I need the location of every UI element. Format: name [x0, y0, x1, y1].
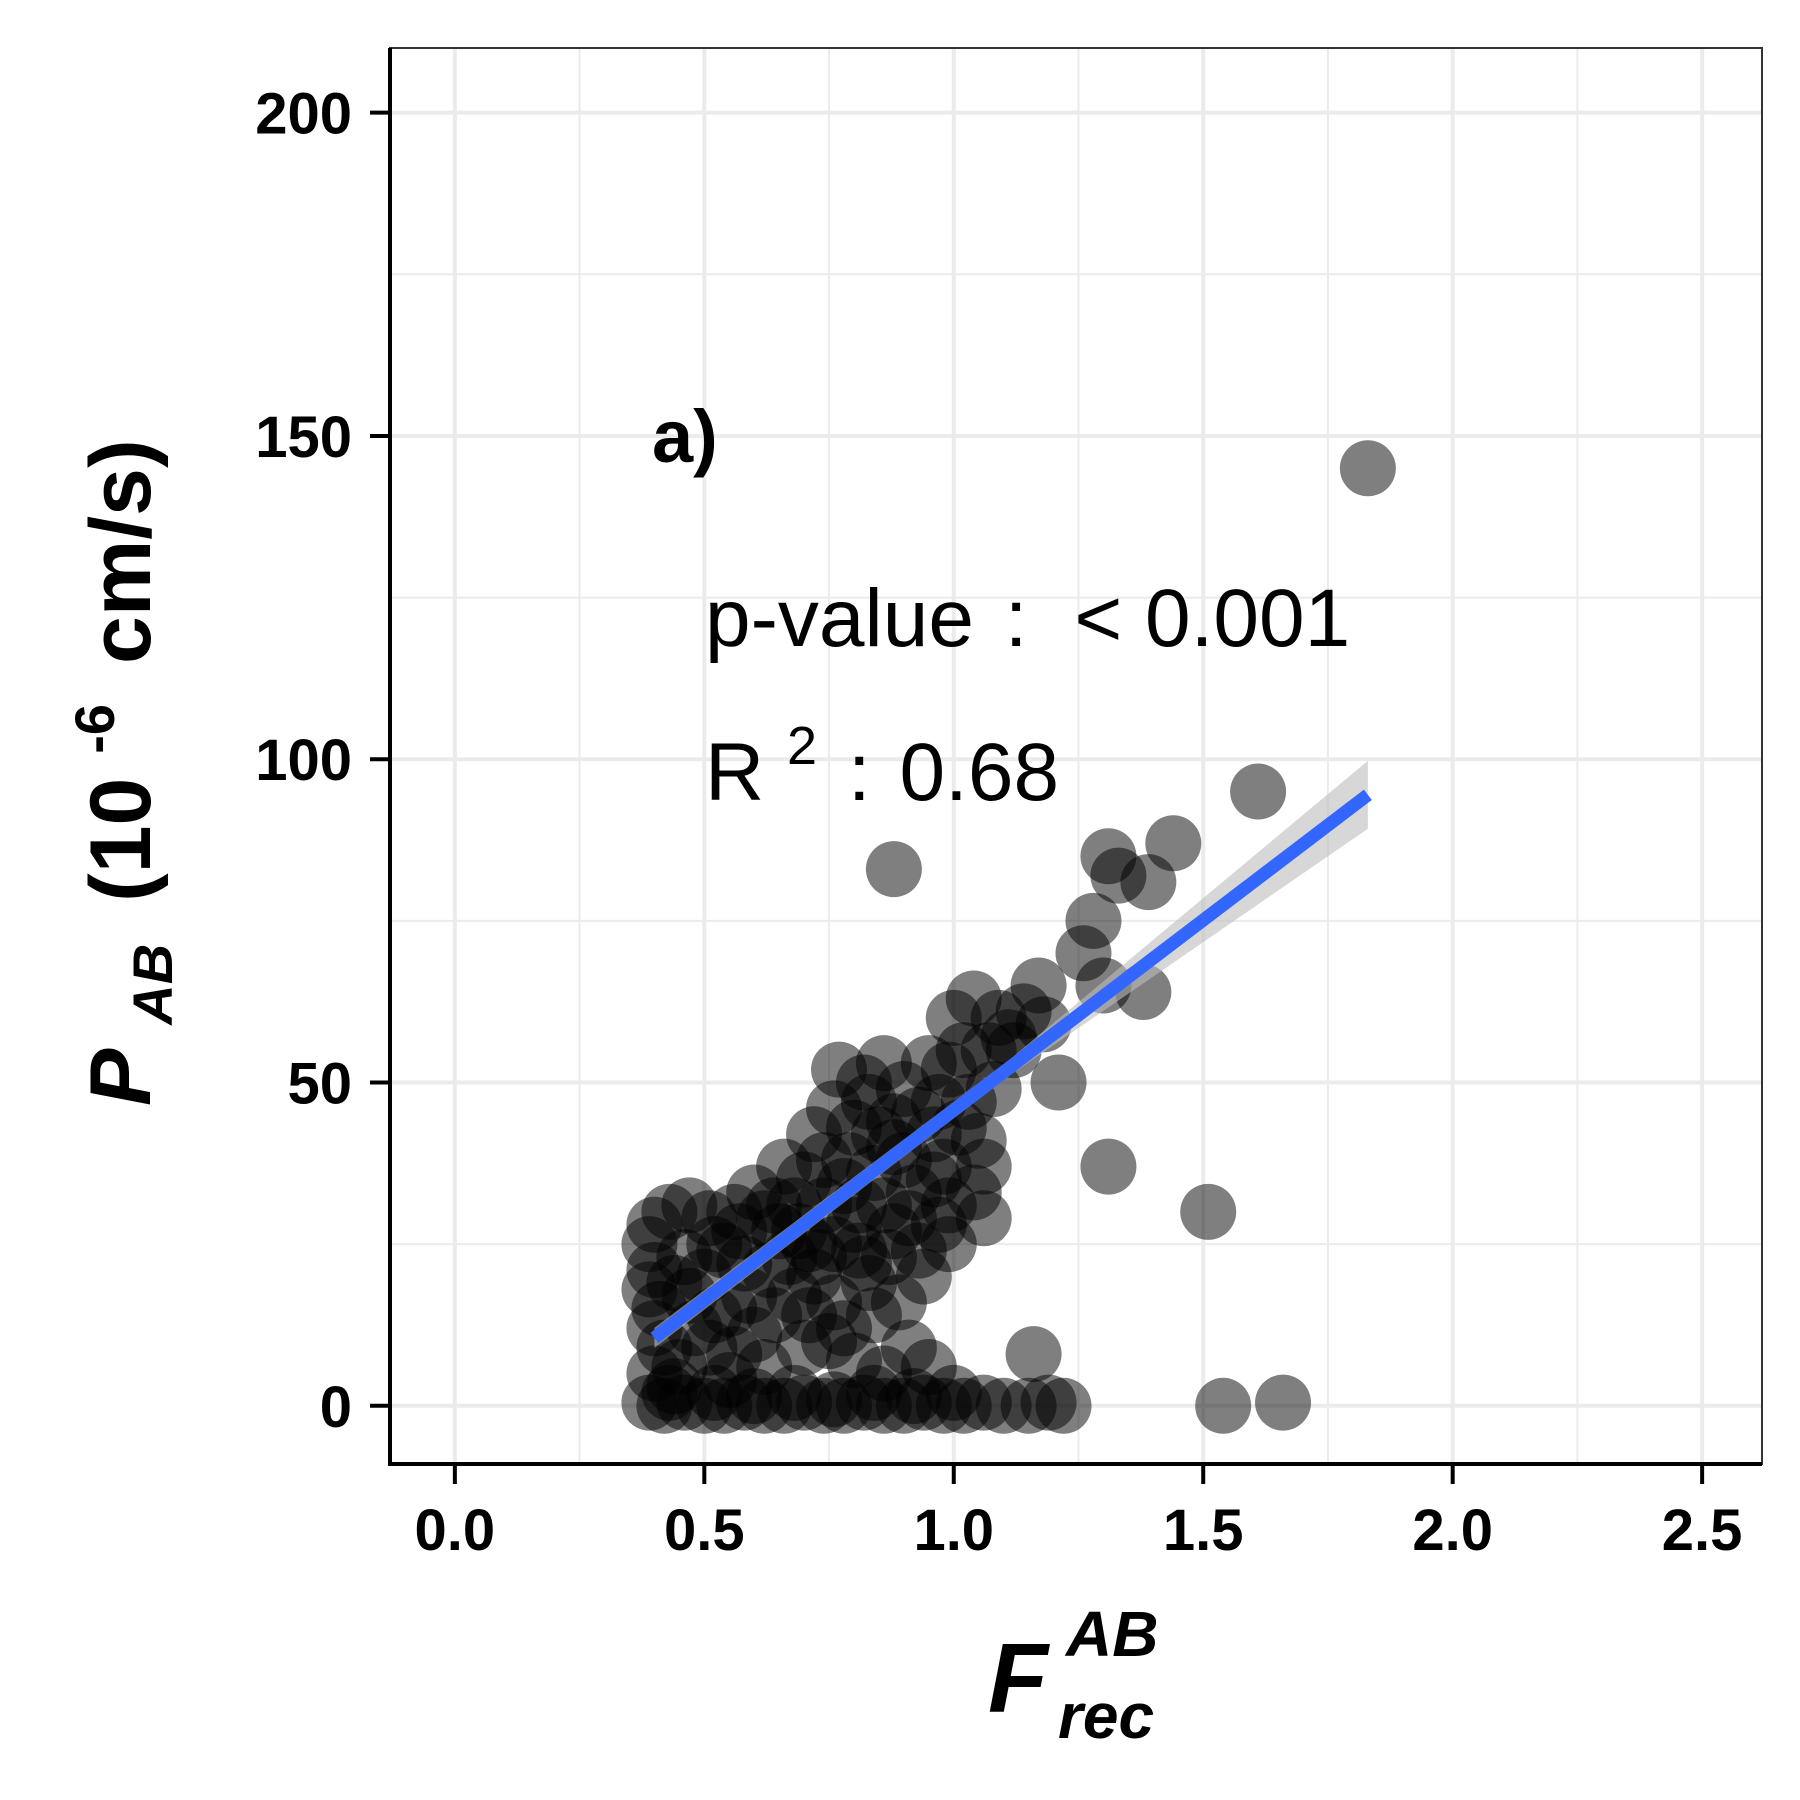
x-tick-label: 0.5: [664, 1498, 745, 1563]
data-point: [865, 841, 922, 898]
data-point: [1080, 1138, 1137, 1195]
panel-label: a): [652, 395, 718, 478]
data-point: [840, 1073, 897, 1130]
y-axis-title-unit-close: cm/s): [73, 439, 169, 664]
y-axis-title-unit-open: (10: [73, 778, 169, 902]
data-point: [746, 1177, 803, 1234]
data-point: [1339, 440, 1396, 497]
x-tick-label: 0.0: [415, 1498, 496, 1563]
data-point: [1030, 1054, 1087, 1111]
x-axis-title-superscript: AB: [1064, 1598, 1158, 1670]
data-point: [1195, 1377, 1252, 1434]
regression-line: [650, 789, 1372, 1344]
data-point: [845, 1364, 902, 1421]
x-tick-label: 2.0: [1412, 1498, 1493, 1563]
data-point: [925, 1364, 982, 1421]
y-tick-label: 150: [255, 405, 352, 470]
data-point: [945, 1164, 1002, 1221]
r-squared-annotation: R 2 : 0.68: [705, 691, 1059, 818]
x-axis-title: F AB rec: [988, 1598, 1158, 1752]
data-point: [686, 1364, 743, 1421]
data-point: [681, 1319, 738, 1376]
data-point: [801, 1313, 858, 1370]
data-point: [1120, 854, 1177, 911]
y-tick-label: 200: [255, 82, 352, 147]
p-value-label: p-value: [705, 573, 974, 664]
y-axis-title-unit-exponent: -6: [63, 704, 126, 754]
data-point: [1005, 1326, 1062, 1383]
y-axis-title: P AB (10 -6 cm/s): [37, 439, 191, 1106]
x-ticks: 0.0 0.5 1.0 1.5 2.0 2.5: [415, 1464, 1743, 1563]
r-squared-sep: :: [848, 727, 871, 818]
data-point: [1180, 1183, 1237, 1240]
x-axis-title-main: F: [988, 1623, 1050, 1733]
p-value-value: < 0.001: [1074, 573, 1350, 664]
x-tick-label: 1.0: [913, 1498, 994, 1563]
data-point: [726, 1368, 783, 1425]
data-point: [1255, 1374, 1312, 1431]
data-point: [1230, 763, 1287, 820]
x-tick-label: 1.5: [1163, 1498, 1244, 1563]
data-point: [995, 983, 1052, 1040]
data-point: [895, 1248, 952, 1305]
plot-area: [390, 48, 1762, 1464]
data-point: [885, 1368, 942, 1425]
p-value-sep: :: [1005, 573, 1028, 664]
x-axis-title-subscript: rec: [1058, 1680, 1154, 1752]
r-squared-value: 0.68: [899, 727, 1059, 818]
y-ticks: 0 50 100 150 200: [255, 82, 390, 1440]
data-point: [646, 1254, 703, 1311]
p-value-annotation: p-value : < 0.001: [705, 573, 1350, 664]
x-tick-label: 2.5: [1662, 1498, 1743, 1563]
y-tick-label: 50: [287, 1052, 352, 1117]
svg-text:p-value : < 0.001: p-value : < 0.001: [705, 573, 1350, 664]
svg-text:R 2 : 0.68: R 2 : 0.68: [705, 691, 1059, 818]
r-squared-exponent: 2: [787, 716, 817, 776]
r-squared-label: R: [705, 727, 764, 818]
y-tick-label: 0: [320, 1375, 352, 1440]
svg-text:P AB (10 -6: P AB (10 -6 cm/s): [37, 439, 191, 1106]
data-point: [935, 1022, 992, 1079]
y-tick-label: 100: [255, 728, 352, 793]
y-axis-title-subscript: AB: [121, 944, 184, 1027]
y-axis-title-main: P: [73, 1048, 169, 1106]
